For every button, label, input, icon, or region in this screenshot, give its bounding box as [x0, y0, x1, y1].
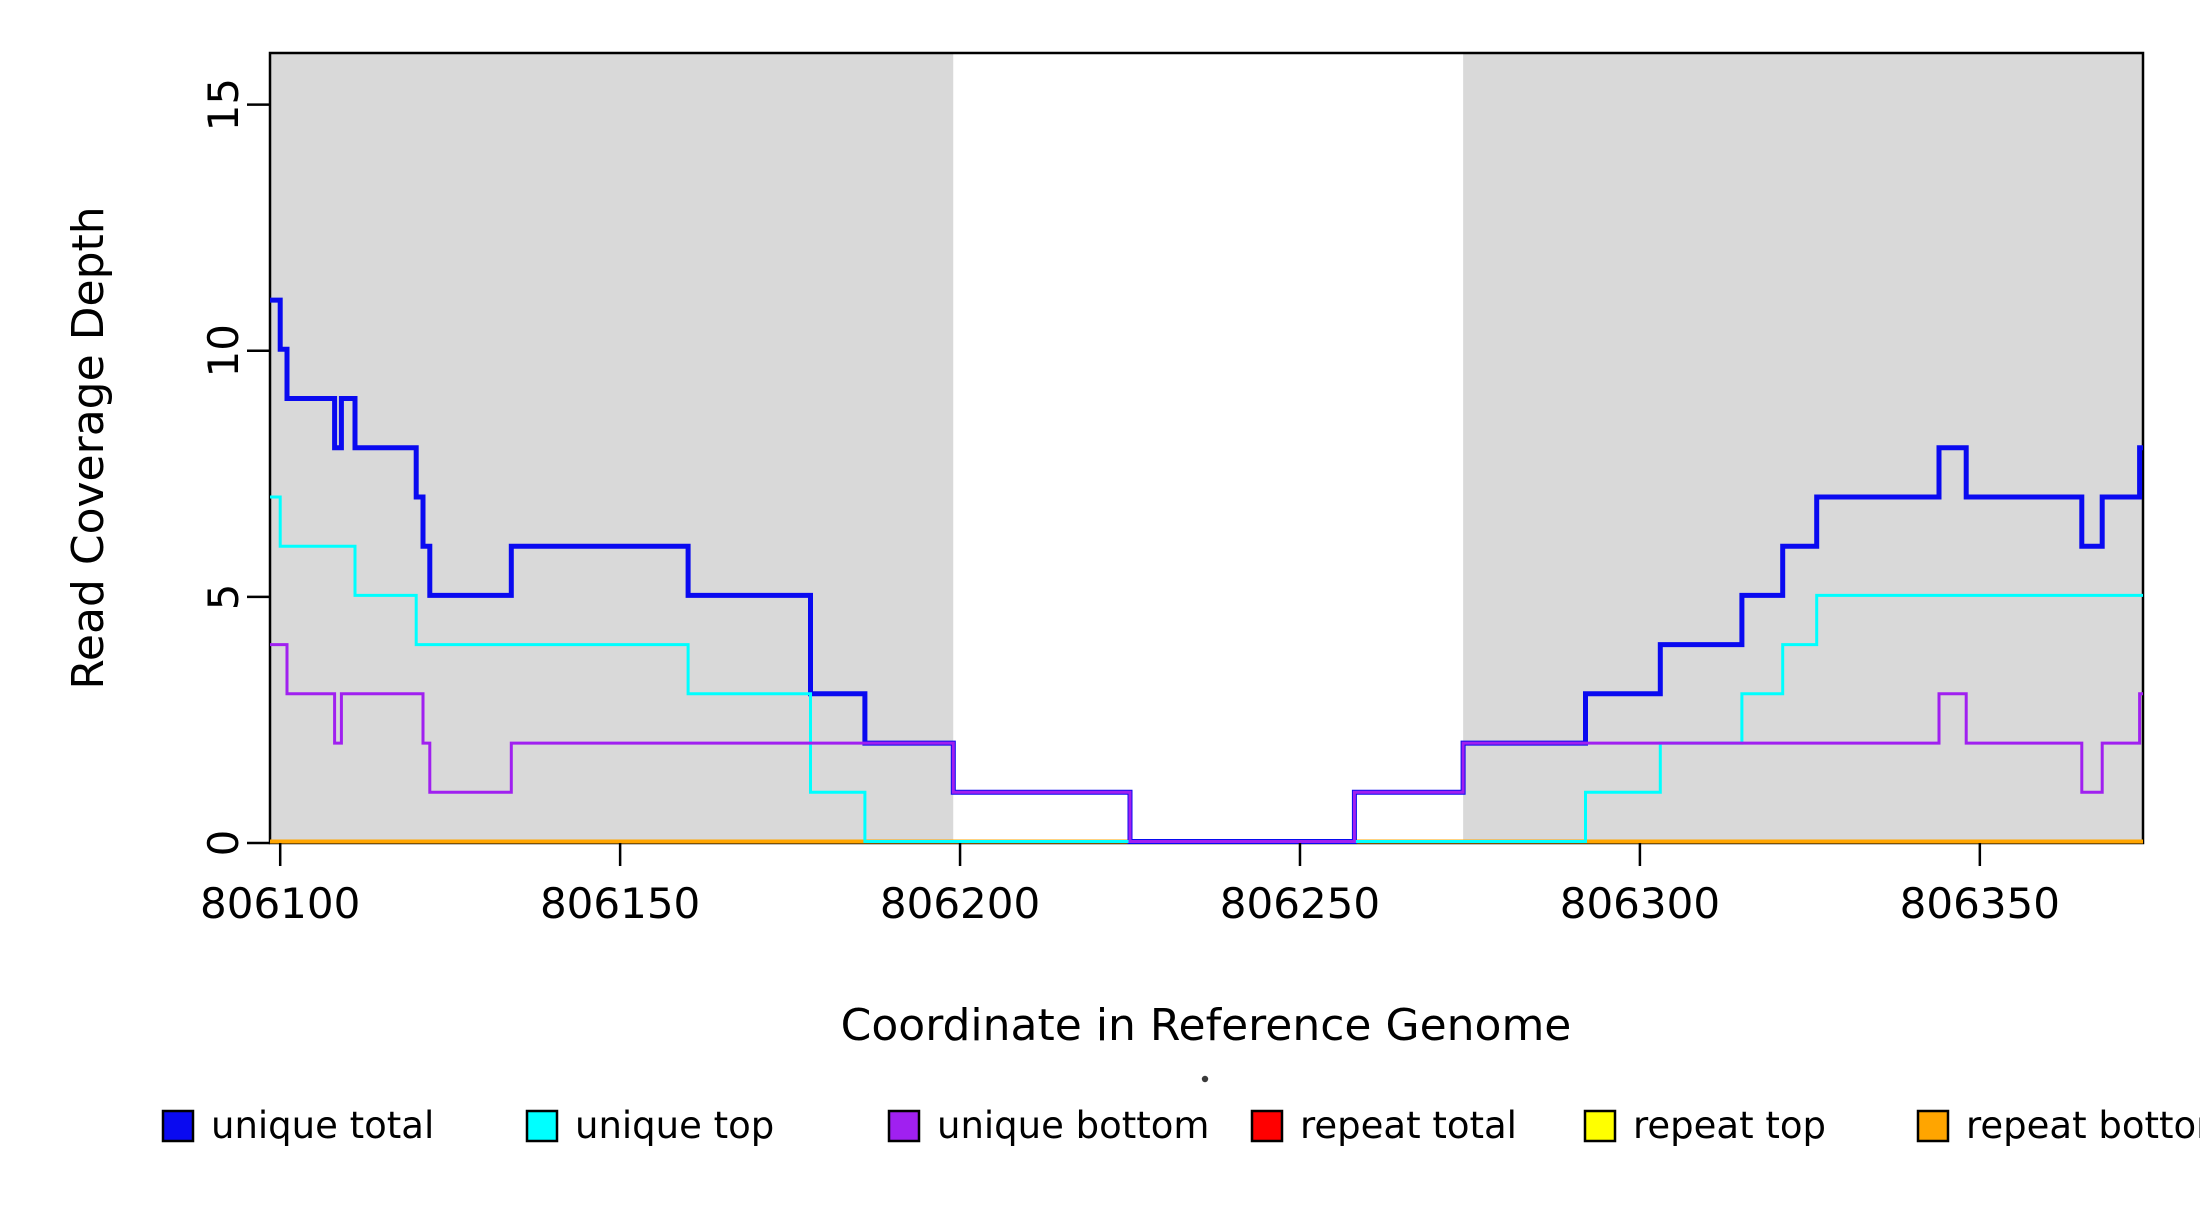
y-tick-label: 0 [199, 830, 248, 857]
series-line-unique-bottom [270, 643, 2143, 843]
legend-label: unique total [211, 1104, 434, 1147]
x-tick-label: 806200 [880, 879, 1040, 928]
x-axis-title: Coordinate in Reference Genome [841, 1000, 1572, 1051]
x-tick-label: 806300 [1560, 879, 1720, 928]
legend-item-unique-bottom: unique bottom [887, 1104, 1209, 1147]
legend-swatch [161, 1109, 195, 1143]
legend-swatch [887, 1109, 921, 1143]
stray-dot-artifact [1201, 1075, 1209, 1083]
x-tick-label: 806250 [1220, 879, 1380, 928]
y-axis-title: Read Coverage Depth [63, 206, 114, 689]
y-tick-label: 15 [199, 78, 248, 131]
legend-label: repeat total [1300, 1104, 1517, 1147]
legend: unique total unique top unique bottom repea… [161, 1104, 2200, 1147]
legend-item-repeat-total: repeat total [1250, 1104, 1517, 1147]
legend-item-unique-total: unique total [161, 1104, 434, 1147]
legend-label: unique top [575, 1104, 774, 1147]
y-tick-label: 10 [199, 324, 248, 377]
legend-swatch [1916, 1109, 1950, 1143]
x-tick-label: 806350 [1900, 879, 2060, 928]
legend-label: unique bottom [937, 1104, 1209, 1147]
legend-item-unique-top: unique top [525, 1104, 774, 1147]
plot-layer: 806100 806150 806200 806250 806300 806350 0 5 10… [199, 51, 2145, 928]
x-tick-label: 806100 [200, 879, 360, 928]
y-tick-label: 5 [199, 584, 248, 611]
legend-item-repeat-bottom: repeat bottom [1916, 1104, 2200, 1147]
legend-label: repeat bottom [1966, 1104, 2200, 1147]
legend-label: repeat top [1633, 1104, 1826, 1147]
legend-swatch [1583, 1109, 1617, 1143]
x-tick-label: 806150 [540, 879, 700, 928]
shaded-region [1463, 53, 2143, 843]
legend-swatch [1250, 1109, 1284, 1143]
legend-swatch [525, 1109, 559, 1143]
series-line-unique-top [270, 495, 2143, 843]
legend-item-repeat-top: repeat top [1583, 1104, 1826, 1147]
